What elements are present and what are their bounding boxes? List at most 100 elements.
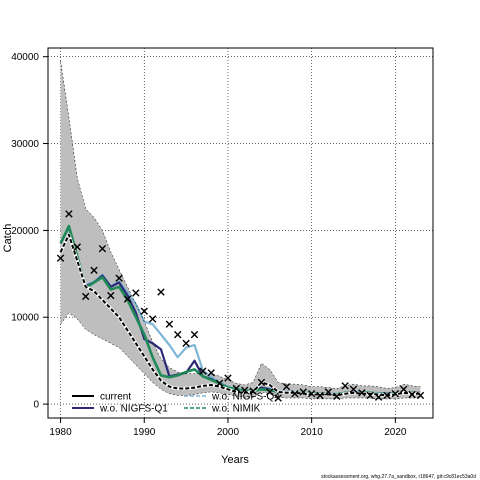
observed-point-stroke-b [249, 387, 257, 395]
observed-point-1992 [157, 288, 165, 296]
observed-point-stroke-b [115, 274, 123, 282]
observed-point-stroke-b [400, 385, 408, 394]
x-axis-title: Years [221, 454, 249, 466]
observed-point-2005 [266, 388, 274, 396]
observed-point-2013 [333, 392, 341, 400]
observed-point-2022 [408, 390, 416, 399]
observed-point-stroke-b [56, 254, 65, 262]
grid-lines [48, 48, 433, 418]
y-tick-label-10000: 10000 [11, 313, 39, 324]
observed-point-1990 [140, 307, 148, 315]
confidence-band [60, 61, 421, 399]
y-tick-label-40000: 40000 [11, 52, 39, 63]
observed-point-2002 [240, 386, 249, 394]
x-tick-label-2020: 2020 [384, 427, 407, 438]
observed-point-stroke-b [333, 392, 341, 400]
observed-point-stroke-b [199, 367, 207, 375]
observed-point-1993 [165, 320, 174, 328]
observed-point-2006 [274, 394, 282, 402]
legend-label: current [100, 392, 131, 403]
observed-point-stroke-b [374, 393, 383, 401]
observed-point-stroke-b [90, 266, 98, 275]
observed-point-stroke-b [224, 374, 232, 382]
series-line-current-lower [60, 312, 421, 400]
x-tick-label-1990: 1990 [133, 427, 156, 438]
observed-point-stroke-b [316, 391, 324, 400]
y-axis: 0 10000 20000 30000 40000 [11, 52, 48, 411]
legend-label: w.o. NIGFS-Q4 [211, 392, 280, 403]
observed-point-1985 [98, 244, 107, 253]
observed-point-1981 [65, 210, 73, 218]
observed-point-stroke-b [307, 389, 316, 398]
observed-point-1987 [115, 274, 123, 282]
confidence-band-layer [60, 61, 421, 399]
observed-point-2019 [383, 391, 391, 400]
footer-credit: stockassessment.org, whg.27.7a_sandbox, … [321, 474, 476, 480]
observed-point-2020 [391, 389, 400, 398]
y-tick-label-0: 0 [33, 400, 39, 411]
observed-point-stroke-b [366, 391, 374, 400]
y-tick-label-20000: 20000 [11, 226, 39, 237]
observed-point-1989 [132, 289, 140, 297]
observed-points-layer [56, 210, 425, 402]
observed-point-1980 [56, 254, 65, 262]
observed-point-1998 [207, 369, 215, 377]
plot-frame [47, 47, 434, 419]
observed-point-stroke-b [140, 307, 148, 315]
observed-point-1982 [73, 243, 81, 251]
legend-entry-1: w.o. NIGFS-Q1 [72, 404, 168, 415]
observed-point-stroke-b [257, 378, 266, 387]
legend-label: w.o. NIGFS-Q1 [99, 404, 168, 415]
observed-point-stroke-b [207, 369, 215, 377]
observed-point-2000 [224, 374, 232, 382]
observed-point-stroke-b [232, 384, 241, 393]
observed-point-stroke-b [174, 330, 182, 339]
observed-point-1999 [215, 379, 224, 387]
observed-point-stroke-b [65, 210, 73, 218]
observed-point-2012 [324, 388, 333, 396]
observed-point-stroke-b [358, 389, 366, 397]
x-axis: 1980 1990 2000 2010 2020 [49, 418, 407, 438]
observed-point-2011 [316, 391, 324, 400]
observed-point-stroke-b [215, 379, 224, 387]
observed-point-stroke-b [341, 382, 349, 390]
observed-point-stroke-b [240, 386, 249, 394]
observed-point-stroke-b [391, 389, 400, 398]
y-tick-label-30000: 30000 [11, 139, 39, 150]
observed-point-stroke-b [408, 390, 416, 399]
observed-point-stroke-b [266, 388, 274, 396]
observed-point-1997 [199, 367, 207, 375]
series-layer [59, 60, 421, 400]
observed-point-2007 [282, 383, 291, 391]
observed-point-1994 [174, 330, 182, 339]
observed-point-2015 [349, 385, 358, 394]
observed-point-2017 [366, 391, 374, 400]
observed-point-stroke-b [98, 244, 107, 253]
legend-entry-3: w.o. NIMIK [184, 404, 261, 415]
observed-point-stroke-b [132, 289, 140, 297]
observed-point-stroke-b [291, 389, 299, 398]
observed-point-stroke-b [324, 388, 333, 396]
observed-point-stroke-b [81, 292, 90, 301]
observed-point-stroke-b [274, 394, 282, 402]
observed-point-2016 [358, 389, 366, 397]
observed-point-stroke-b [123, 295, 132, 303]
observed-point-stroke-b [148, 315, 157, 323]
observed-point-2023 [416, 391, 425, 400]
observed-point-2001 [232, 384, 241, 393]
observed-point-stroke-b [107, 291, 115, 300]
observed-point-stroke-b [157, 288, 165, 296]
observed-point-1995 [182, 339, 190, 348]
observed-point-1983 [81, 292, 90, 301]
series-line-current-upper [60, 60, 421, 389]
x-tick-label-1980: 1980 [49, 427, 72, 438]
observed-point-2010 [307, 389, 316, 398]
observed-point-stroke-b [416, 391, 425, 400]
observed-point-1996 [190, 330, 199, 339]
observed-point-2004 [257, 378, 266, 387]
observed-point-1986 [107, 291, 115, 300]
observed-point-2009 [299, 388, 307, 396]
observed-point-2008 [291, 389, 299, 398]
observed-point-2014 [341, 382, 349, 390]
